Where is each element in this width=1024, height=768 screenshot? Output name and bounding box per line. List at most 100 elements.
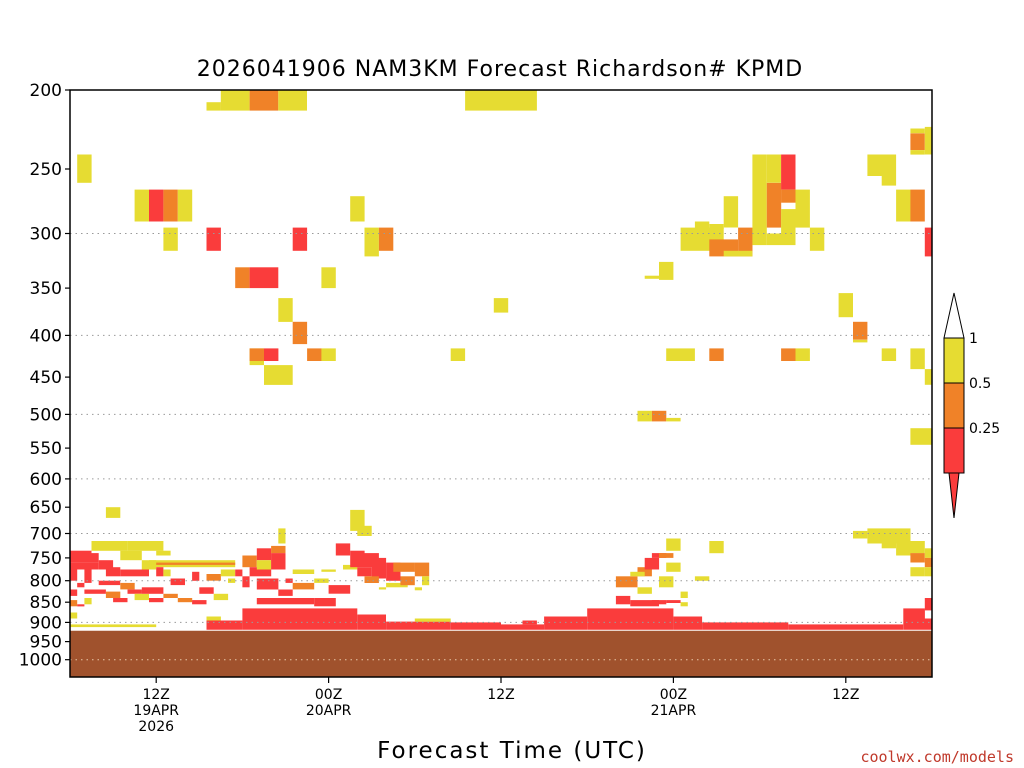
y-tick-label: 550	[30, 439, 62, 459]
ri-cell	[70, 569, 78, 581]
ri-cell	[264, 348, 279, 361]
ri-cell	[242, 608, 358, 631]
ri-cell	[77, 582, 85, 588]
ri-cell	[752, 154, 767, 246]
ri-cell	[149, 598, 164, 603]
ri-cell	[314, 598, 336, 607]
ri-cell	[364, 227, 379, 257]
ri-cell	[134, 189, 149, 222]
ri-cell	[781, 209, 796, 234]
ri-cell	[321, 569, 336, 572]
ri-cell	[84, 598, 92, 605]
ri-cell	[400, 576, 415, 586]
ri-cell	[788, 624, 904, 631]
ri-cell	[738, 227, 753, 257]
ri-cell	[651, 600, 667, 605]
ri-cell	[924, 369, 932, 385]
ri-cell	[651, 410, 667, 422]
y-tick-label: 200	[30, 81, 62, 101]
ri-cell	[278, 90, 307, 111]
ri-cell	[278, 589, 293, 596]
x-tick-label: 19APR	[133, 703, 179, 719]
ri-cell	[644, 275, 660, 279]
ri-cell	[781, 348, 796, 361]
ri-cell	[321, 267, 336, 289]
ri-cell	[292, 569, 315, 574]
ri-cell	[127, 541, 164, 551]
ri-cell	[766, 154, 782, 183]
ri-cell	[271, 553, 286, 570]
ri-cell	[393, 562, 415, 572]
ri-cell	[307, 348, 322, 361]
colorbar-bin	[943, 337, 965, 384]
ri-cell	[156, 550, 171, 556]
ri-cell	[357, 567, 372, 577]
ri-cell	[177, 189, 193, 222]
ri-cell	[795, 348, 810, 361]
ri-cell	[335, 543, 351, 556]
ri-cell	[924, 126, 932, 155]
ri-cell	[853, 339, 868, 343]
ri-cell	[910, 150, 925, 155]
ri-cell	[910, 189, 925, 222]
y-tick-label: 650	[30, 498, 62, 518]
terrain-fill	[70, 630, 932, 677]
y-tick-label: 950	[30, 633, 62, 653]
ri-cell	[91, 553, 99, 563]
ri-cell	[853, 530, 868, 539]
ri-cell	[328, 585, 351, 594]
ri-cell	[256, 578, 279, 590]
ri-cell	[630, 600, 659, 607]
ri-cell	[881, 348, 897, 361]
ri-cell	[105, 567, 121, 577]
y-tick-label: 1000	[19, 651, 62, 671]
ri-cell	[127, 589, 142, 594]
ri-cell	[264, 569, 272, 577]
ri-cell	[680, 591, 688, 598]
ri-cell	[544, 616, 588, 631]
ri-cell	[292, 582, 315, 590]
ri-cell	[702, 622, 789, 631]
ri-cell	[924, 227, 932, 257]
ri-cell	[278, 528, 286, 544]
colorbar-tick-label: 0.25	[969, 421, 1000, 437]
ri-cell	[666, 417, 681, 422]
ri-cell	[378, 587, 387, 590]
ri-cell	[659, 553, 674, 558]
ri-cell	[666, 562, 681, 572]
colorbar: 1 0.5 0.25	[943, 292, 1000, 519]
ri-cell	[134, 593, 149, 601]
ri-cell	[120, 582, 135, 590]
ri-cell	[644, 557, 660, 570]
ri-cell	[213, 593, 229, 601]
ri-cell	[666, 348, 695, 361]
ri-cell	[414, 618, 451, 622]
ri-cell	[522, 620, 537, 625]
ri-cell	[285, 578, 293, 583]
ri-cell	[206, 227, 221, 251]
ri-cell	[70, 600, 78, 607]
ri-cell	[694, 221, 710, 229]
ri-cell	[98, 560, 114, 570]
ri-cell	[249, 267, 279, 289]
y-tick-label: 300	[30, 225, 62, 245]
ri-cell	[924, 598, 932, 611]
y-axis-ticks: 200 250 300 350 400 450 500 550 600 650 700 750 8008…	[19, 81, 70, 671]
grid-layer	[70, 233, 932, 661]
ri-cell	[256, 560, 272, 570]
ri-cell	[881, 176, 897, 186]
ri-cell	[163, 569, 171, 577]
ri-cell	[141, 587, 164, 594]
ri-cell	[501, 624, 545, 631]
ri-cell	[163, 189, 178, 222]
ri-cell	[896, 189, 911, 222]
ri-cell	[465, 90, 501, 111]
credit-link[interactable]: coolwx.com/models	[860, 748, 1014, 766]
ri-cell	[70, 562, 99, 570]
ri-cell	[242, 555, 257, 568]
x-tick-label: 21APR	[651, 703, 697, 719]
ri-cell	[637, 410, 652, 422]
ri-cell	[256, 548, 272, 561]
ri-cell	[795, 189, 810, 228]
ri-cell	[781, 154, 796, 190]
